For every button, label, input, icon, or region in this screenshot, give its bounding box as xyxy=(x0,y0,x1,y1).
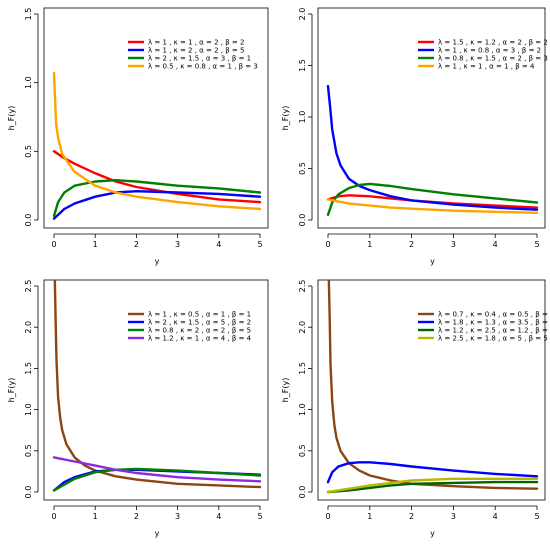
x-tick-label: 2 xyxy=(409,512,414,521)
x-tick-label: 5 xyxy=(534,512,539,521)
x-tick-label: 1 xyxy=(367,512,372,521)
legend-label: λ = 1 , κ = 0.8 , α = 3 , β = 2 xyxy=(438,47,541,55)
series-line-4 xyxy=(52,71,262,211)
y-tick-label: 1.5 xyxy=(24,362,33,375)
y-tick-label: 0.0 xyxy=(24,486,33,499)
legend-label: λ = 2.5 , κ = 1.8 , α = 5 , β = 5 xyxy=(438,335,548,343)
series-group xyxy=(326,84,539,217)
y-tick-label: 0.5 xyxy=(298,162,307,175)
series-line-3 xyxy=(326,480,539,494)
x-tick-label: 4 xyxy=(216,240,221,249)
legend-label: λ = 1 , κ = 0.5 , α = 1 , β = 1 xyxy=(148,311,251,319)
y-axis-label: h_F(y) xyxy=(281,106,290,131)
x-tick-label: 1 xyxy=(93,240,98,249)
legend-label: λ = 1 , κ = 2 , α = 2 , β = 5 xyxy=(148,47,244,55)
y-tick-label: 0.5 xyxy=(24,444,33,457)
chart-panel-1: 0 1 2 3 4 5 y 0.0 0.5 1.0 1.5 h_F(y) λ = 1 , κ = 1 ,… xyxy=(7,7,269,266)
legend-label: λ = 2 , κ = 1.5 , α = 5 , β = 2 xyxy=(148,319,251,327)
series-line-3 xyxy=(326,182,539,217)
legend-label: λ = 0.8 , κ = 2 , α = 2 , β = 5 xyxy=(148,327,251,335)
legend: λ = 1 , κ = 0.5 , α = 1 , β = 1λ = 2 , κ… xyxy=(128,311,252,343)
x-tick-label: 3 xyxy=(451,512,456,521)
series-line-1 xyxy=(326,194,539,209)
series-line-1 xyxy=(53,280,262,489)
y-tick-label: 2.0 xyxy=(298,321,307,334)
y-tick-label: 1.0 xyxy=(298,403,307,416)
x-axis-label: y xyxy=(155,257,160,266)
legend-label: λ = 0.5 , κ = 0.8 , α = 1 , β = 3 xyxy=(148,63,258,71)
legend: λ = 0.7 , κ = 0.4 , α = 0.5 , β = 1.5λ =… xyxy=(418,311,550,343)
x-tick-label: 2 xyxy=(409,240,414,249)
legend: λ = 1 , κ = 1 , α = 2 , β = 2λ = 1 , κ =… xyxy=(128,39,258,71)
x-axis-label: y xyxy=(430,529,435,538)
x-tick-label: 0 xyxy=(51,240,56,249)
x-tick-label: 2 xyxy=(134,240,139,249)
y-tick-label: 1.5 xyxy=(298,362,307,375)
legend-label: λ = 0.8 , κ = 1.5 , α = 2 , β = 3 xyxy=(438,55,548,63)
chart-panel-3: 0 1 2 3 4 5 y 0.0 0.5 1.0 1.5 2.0 2.5 h_F(y) λ = 1 , κ… xyxy=(7,279,269,538)
series-line-2 xyxy=(52,189,262,220)
legend-label: λ = 1 , κ = 1 , α = 1 , β = 4 xyxy=(438,63,535,71)
y-axis-label: h_F(y) xyxy=(7,378,16,403)
plot-frame xyxy=(317,279,546,501)
y-axis-label: h_F(y) xyxy=(281,378,290,403)
y-tick-label: 2.0 xyxy=(298,8,307,21)
y-tick-label: 0.0 xyxy=(298,486,307,499)
y-tick-label: 2.5 xyxy=(24,280,33,293)
legend-label: λ = 1.2 , κ = 2.5 , α = 1.2 , β = 4 xyxy=(438,327,550,335)
y-tick-label: 0.0 xyxy=(24,214,33,227)
x-tick-label: 2 xyxy=(134,512,139,521)
series-line-1 xyxy=(327,280,539,490)
x-tick-label: 1 xyxy=(93,512,98,521)
y-tick-label: 2.0 xyxy=(24,321,33,334)
y-tick-label: 1.0 xyxy=(298,111,307,124)
plot-frame xyxy=(43,7,269,229)
series-line-3 xyxy=(52,178,262,218)
x-tick-label: 5 xyxy=(534,240,539,249)
y-tick-label: 1.5 xyxy=(298,59,307,72)
y-tick-label: 0.0 xyxy=(298,214,307,227)
x-tick-label: 5 xyxy=(257,512,262,521)
x-tick-label: 4 xyxy=(493,240,498,249)
y-tick-label: 1.0 xyxy=(24,403,33,416)
chart-panel-4: 0 1 2 3 4 5 y 0.0 0.5 1.0 1.5 2.0 2.5 h_F(y) λ = 0.7 ,… xyxy=(281,279,550,538)
series-group xyxy=(52,280,262,492)
x-axis-label: y xyxy=(155,529,160,538)
legend-label: λ = 0.7 , κ = 0.4 , α = 0.5 , β = 1.5 xyxy=(438,311,550,319)
x-tick-label: 4 xyxy=(493,512,498,521)
plot-frame xyxy=(43,279,269,501)
legend-label: λ = 1.2 , κ = 1 , α = 4 , β = 4 xyxy=(148,335,252,343)
y-tick-label: 1.5 xyxy=(24,8,33,21)
legend-label: λ = 2 , κ = 1.5 , α = 3 , β = 1 xyxy=(148,55,251,63)
x-tick-label: 0 xyxy=(325,512,330,521)
y-tick-label: 0.5 xyxy=(24,145,33,158)
legend: λ = 1.5 , κ = 1.2 , α = 2 , β = 2λ = 1 ,… xyxy=(418,39,548,71)
x-tick-label: 0 xyxy=(51,512,56,521)
x-tick-label: 3 xyxy=(175,512,180,521)
plot-frame xyxy=(317,7,546,229)
series-line-4 xyxy=(52,456,262,483)
x-axis-label: y xyxy=(430,257,435,266)
legend-label: λ = 1 , κ = 1 , α = 2 , β = 2 xyxy=(148,39,244,47)
y-tick-label: 2.5 xyxy=(298,280,307,293)
y-axis-label: h_F(y) xyxy=(7,106,16,131)
x-tick-label: 3 xyxy=(175,240,180,249)
x-tick-label: 0 xyxy=(325,240,330,249)
series-group xyxy=(52,71,262,220)
series-line-4 xyxy=(326,198,539,215)
series-group xyxy=(326,280,539,494)
x-tick-label: 3 xyxy=(451,240,456,249)
chart-panel-2: 0 1 2 3 4 5 y 0.0 0.5 1.0 1.5 2.0 h_F(y) λ = 1.5 , κ … xyxy=(281,7,548,266)
y-tick-label: 1.0 xyxy=(24,76,33,89)
x-tick-label: 4 xyxy=(216,512,221,521)
legend-label: λ = 1.5 , κ = 1.2 , α = 2 , β = 2 xyxy=(438,39,548,47)
series-line-4 xyxy=(326,477,539,494)
series-line-2 xyxy=(326,461,539,484)
y-tick-label: 0.5 xyxy=(298,444,307,457)
legend-label: λ = 1.8 , κ = 1.3 , α = 3.5 , β = 0.5 xyxy=(438,319,550,327)
x-tick-label: 1 xyxy=(367,240,372,249)
x-tick-label: 5 xyxy=(257,240,262,249)
